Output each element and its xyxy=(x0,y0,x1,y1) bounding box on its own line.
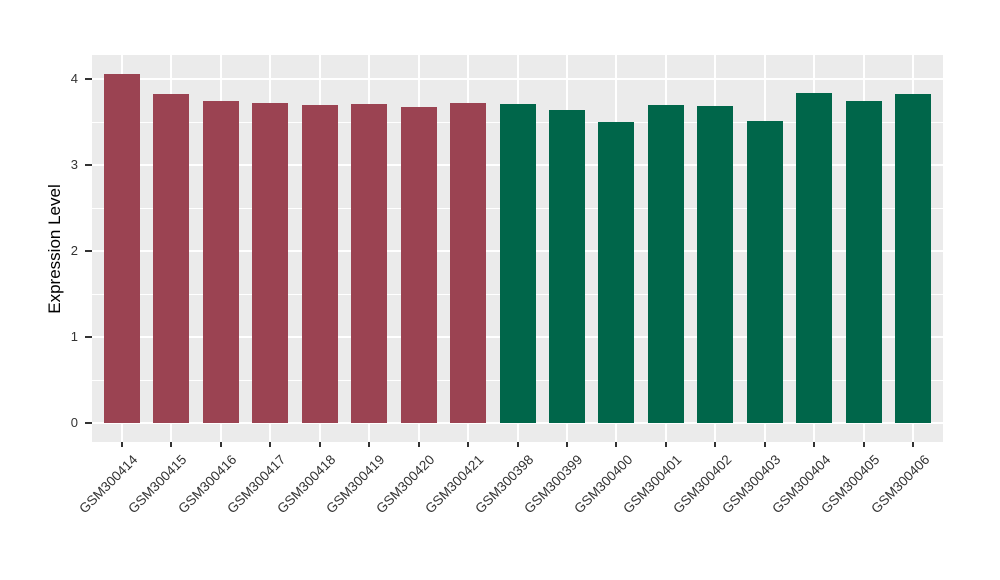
y-tick-mark xyxy=(85,78,92,80)
x-tick-mark xyxy=(813,442,816,447)
bar-GSM300402 xyxy=(697,105,734,423)
bar-GSM300414 xyxy=(103,73,140,423)
x-tick-mark xyxy=(615,442,618,447)
x-tick-mark xyxy=(714,442,717,447)
bar-GSM300404 xyxy=(796,92,833,423)
x-tick-mark xyxy=(664,442,667,447)
y-tick-mark xyxy=(85,422,92,424)
plot-panel xyxy=(92,55,943,442)
y-tick-label: 3 xyxy=(70,157,78,172)
x-tick-mark xyxy=(170,442,173,447)
y-tick-mark xyxy=(85,336,92,338)
x-tick-mark xyxy=(368,442,371,447)
x-tick-mark xyxy=(862,442,865,447)
x-tick-mark xyxy=(565,442,568,447)
bar-GSM300420 xyxy=(400,107,437,423)
bar-GSM300419 xyxy=(351,103,388,423)
x-tick-mark xyxy=(912,442,915,447)
x-tick-mark xyxy=(467,442,470,447)
y-tick-label: 1 xyxy=(70,329,78,344)
x-tick-mark xyxy=(219,442,222,447)
bar-GSM300415 xyxy=(153,93,190,423)
y-tick-mark xyxy=(85,164,92,166)
bar-GSM300418 xyxy=(301,104,338,423)
bar-GSM300400 xyxy=(598,122,635,423)
x-tick-mark xyxy=(417,442,420,447)
bar-GSM300417 xyxy=(252,103,289,423)
x-tick-mark xyxy=(516,442,519,447)
x-tick-mark xyxy=(120,442,123,447)
bar-GSM300401 xyxy=(647,104,684,423)
bar-GSM300406 xyxy=(895,94,932,423)
x-tick-mark xyxy=(763,442,766,447)
y-tick-label: 4 xyxy=(70,71,78,86)
bar-GSM300398 xyxy=(499,103,536,423)
bar-GSM300405 xyxy=(845,101,882,423)
bar-GSM300421 xyxy=(450,103,487,423)
bar-GSM300403 xyxy=(746,121,783,423)
bar-GSM300399 xyxy=(548,109,585,423)
y-tick-label: 0 xyxy=(70,415,78,430)
y-tick-label: 2 xyxy=(70,243,78,258)
y-tick-mark xyxy=(85,250,92,252)
x-tick-mark xyxy=(318,442,321,447)
x-tick-mark xyxy=(269,442,272,447)
bar-GSM300416 xyxy=(202,101,239,423)
